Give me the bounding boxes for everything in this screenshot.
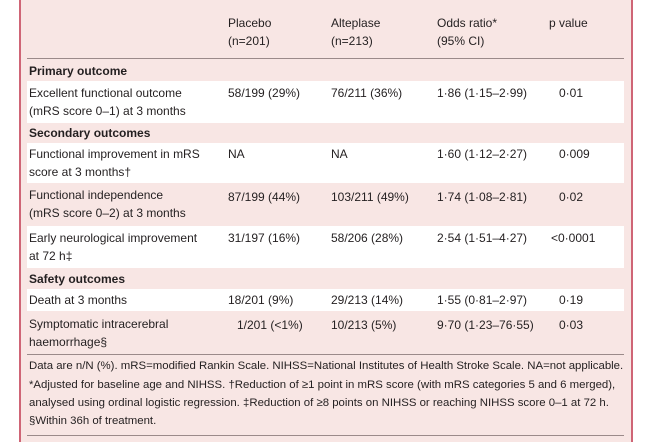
header-placebo: Placebo (n=201) (228, 16, 272, 48)
cell-placebo: 1/201 (<1%) (237, 318, 303, 332)
cell-placebo: 31/197 (16%) (228, 231, 301, 245)
row-label: Death at 3 months (29, 293, 128, 307)
cell-odds-ratio: 1·60 (1·12–2·27) (437, 147, 528, 161)
header-alteplase: Alteplase (n=213) (331, 16, 381, 48)
row-label: Excellent functional outcome (mRS score 0… (29, 86, 186, 118)
cell-placebo: 18/201 (9%) (228, 293, 294, 307)
cell-p-value: 0·01 (559, 86, 584, 100)
cell-alteplase: NA (331, 147, 348, 161)
row-band (27, 289, 624, 311)
footnote-analysis: analysed using ordinal logistic regressi… (29, 397, 609, 409)
bottom-rule (27, 435, 624, 436)
section-primary: Primary outcome (29, 64, 128, 78)
cell-p-value: 0·03 (559, 318, 584, 332)
cell-p-value: 0·19 (559, 293, 584, 307)
row-band (27, 143, 624, 183)
cell-p-value: <0·0001 (551, 231, 596, 245)
footnote-within: §Within 36h of treatment. (29, 415, 157, 427)
footnote-adjusted: *Adjusted for baseline age and NIHSS. †R… (29, 379, 616, 391)
row-label: Functional independence (mRS score 0–2) a… (29, 188, 186, 220)
cell-odds-ratio: 1·74 (1·08–2·81) (437, 190, 528, 204)
cell-odds-ratio: 2·54 (1·51–4·27) (437, 231, 528, 245)
row-label: Early neurological improvement at 72 h‡ (29, 231, 198, 263)
footer-rule (27, 354, 624, 355)
header-rule (27, 58, 624, 59)
footnote-abbreviations: Data are n/N (%). mRS=modified Rankin Sc… (29, 360, 624, 372)
cell-odds-ratio: 1·86 (1·15–2·99) (437, 86, 528, 100)
row-band (27, 81, 624, 123)
section-secondary: Secondary outcomes (29, 126, 151, 140)
cell-odds-ratio: 1·55 (0·81–2·97) (437, 293, 528, 307)
header-p-value: p value (549, 16, 588, 30)
cell-placebo: 58/199 (29%) (228, 86, 301, 100)
cell-placebo: 87/199 (44%) (228, 190, 301, 204)
cell-alteplase: 76/211 (36%) (331, 86, 403, 100)
header-odds-ratio: Odds ratio* (95% CI) (437, 16, 498, 48)
outcomes-table: Placebo (n=201) Alteplase (n=213) Odds rat… (19, 0, 633, 442)
cell-p-value: 0·02 (559, 190, 584, 204)
cell-alteplase: 29/213 (14%) (331, 293, 404, 307)
cell-placebo: NA (228, 147, 245, 161)
cell-alteplase: 10/213 (5%) (331, 318, 397, 332)
row-band (27, 226, 624, 268)
cell-alteplase: 103/211 (49%) (331, 190, 409, 204)
cell-odds-ratio: 9·70 (1·23–76·55) (437, 318, 534, 332)
cell-alteplase: 58/206 (28%) (331, 231, 404, 245)
row-label: Symptomatic intracerebral haemorrhage§ (29, 317, 169, 349)
row-label: Functional improvement in mRS score at 3 … (29, 147, 200, 179)
section-safety: Safety outcomes (29, 272, 126, 286)
cell-p-value: 0·009 (559, 147, 590, 161)
